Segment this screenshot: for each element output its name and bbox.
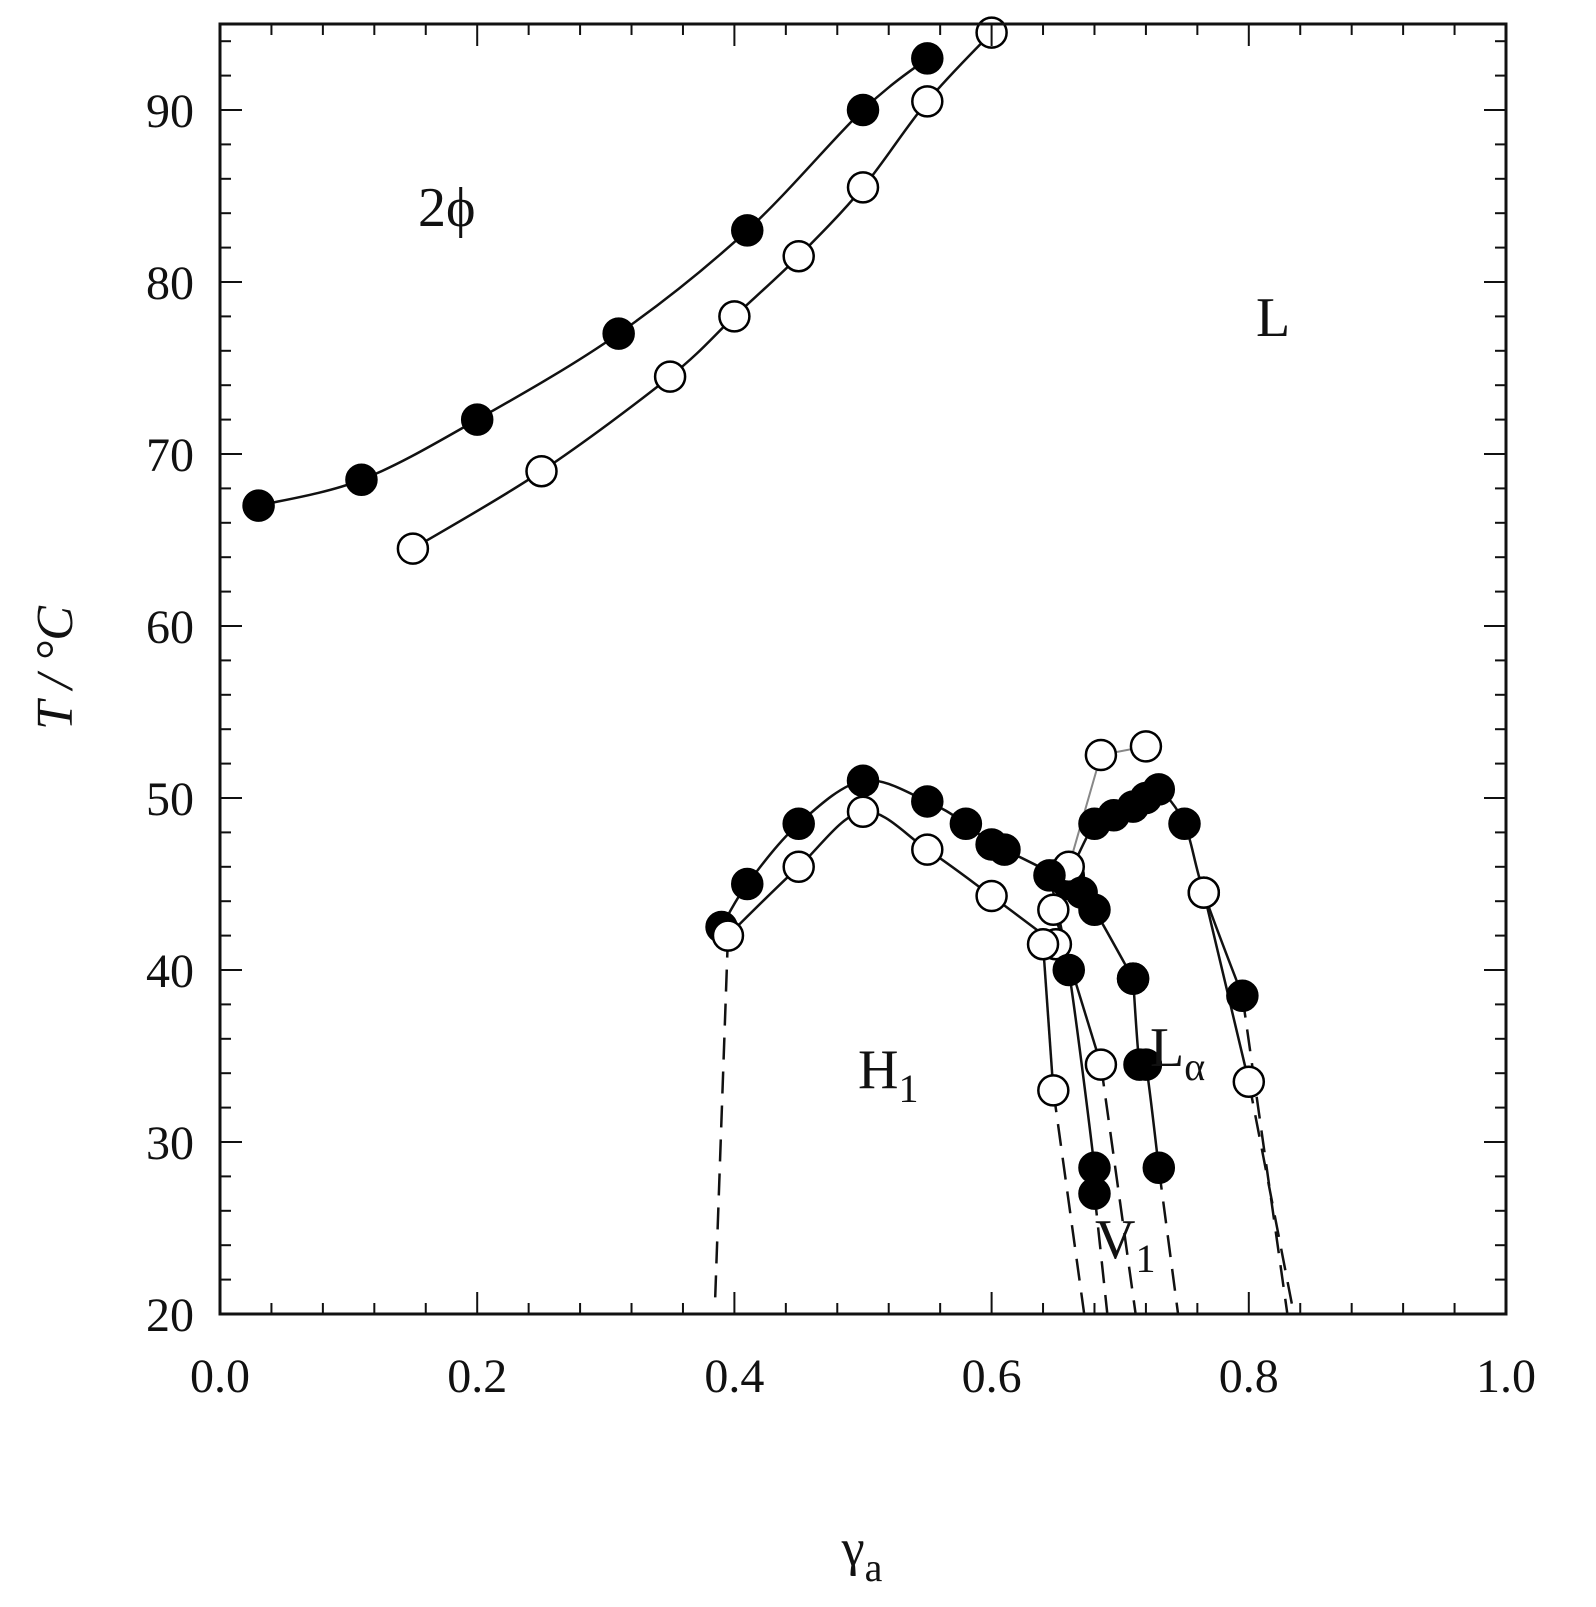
filled-point-7-3: [1116, 962, 1150, 995]
y-tick-label: 70: [146, 429, 194, 482]
plot-border: [218, 22, 1508, 1316]
series-line-14: [1099, 1064, 1137, 1315]
x-tick-label: 0.4: [704, 1350, 764, 1403]
y-tick-label: 90: [146, 85, 194, 138]
filled-point-4-6: [1168, 807, 1201, 841]
open-point-5-0: [1187, 876, 1221, 909]
open-point-9-1: [1084, 1048, 1118, 1081]
filled-point-0-5: [846, 93, 880, 127]
open-point-3-4: [975, 879, 1008, 913]
open-point-10-1: [1037, 1074, 1070, 1107]
region-label-l: L: [1256, 287, 1290, 349]
x-tick-label: 0.8: [1219, 1350, 1279, 1403]
x-tick-label: 0.6: [962, 1350, 1022, 1403]
series-line-7: [1080, 891, 1161, 1168]
region-label-h1: H1: [858, 1039, 918, 1111]
series-line-15: [1157, 1167, 1180, 1315]
region-label-v1: V1: [1095, 1209, 1155, 1281]
filled-point-7-5: [1129, 1048, 1163, 1081]
open-point-1-1: [525, 454, 558, 488]
region-label-l-alpha-sub: α: [1184, 1044, 1205, 1089]
open-point-3-0: [711, 919, 745, 952]
series-line-17: [1247, 1081, 1296, 1315]
series-markers: [242, 16, 1266, 1210]
filled-point-0-2: [460, 403, 494, 436]
open-point-1-4: [782, 239, 815, 273]
filled-point-4-8: [1226, 979, 1259, 1013]
y-tick-label: 60: [146, 601, 194, 654]
open-point-3-1: [782, 850, 815, 884]
x-axis-title-main: γ: [841, 1520, 865, 1577]
filled-point-0-3: [602, 317, 635, 350]
open-point-6-2: [1129, 730, 1163, 763]
filled-point-8-1: [1052, 953, 1086, 987]
y-tick-label: 20: [146, 1289, 194, 1342]
region-label-two-phase: 2ϕ: [418, 177, 475, 239]
axis-ticks: [219, 24, 1507, 1315]
region-label-h1-sub: 1: [898, 1066, 918, 1111]
y-tick-label: 30: [146, 1117, 194, 1170]
x-axis-title: γa: [841, 1520, 883, 1590]
series-line-11: [713, 935, 730, 1301]
x-tick-label: 0.0: [190, 1350, 250, 1403]
y-tick-label: 40: [146, 945, 194, 998]
open-point-3-2: [846, 795, 880, 829]
series-line-10: [1041, 944, 1055, 1091]
open-point-10-0: [1026, 927, 1060, 961]
filled-point-2-5: [949, 807, 983, 841]
region-label-v1-sub: 1: [1135, 1236, 1155, 1281]
region-label-l-text: L: [1256, 287, 1290, 349]
filled-point-8-0: [1033, 859, 1066, 892]
filled-point-0-4: [731, 214, 764, 247]
series-line-0: [258, 57, 929, 507]
filled-point-2-7: [988, 833, 1021, 866]
open-point-9-0: [1037, 893, 1070, 927]
open-point-3-3: [911, 833, 944, 866]
series-line-12: [1052, 1090, 1086, 1315]
filled-point-4-5: [1142, 773, 1176, 806]
filled-point-0-6: [911, 42, 944, 75]
filled-point-7-1: [1078, 893, 1111, 927]
series-line-13: [1093, 1193, 1109, 1315]
series-line-3: [727, 810, 1057, 946]
open-point-1-6: [911, 85, 944, 118]
open-point-1-2: [653, 360, 687, 393]
filled-point-2-1: [731, 867, 764, 901]
y-axis-title: T / °C: [27, 605, 84, 730]
region-label-l-alpha: Lα: [1150, 1017, 1205, 1089]
filled-point-2-2: [782, 807, 815, 841]
region-label-two-phase-text: 2ϕ: [418, 177, 475, 239]
region-label-h1-text: H: [858, 1039, 898, 1101]
filled-point-2-4: [911, 785, 944, 818]
open-point-1-3: [718, 300, 751, 333]
region-label-v1-text: V: [1095, 1209, 1135, 1271]
axis-tick-labels: 0.0 0.2 0.4 0.6 0.8 1.0 20 30 40 50 60 70 80 90: [146, 85, 1536, 1403]
y-tick-label: 50: [146, 773, 194, 826]
filled-point-0-0: [242, 489, 275, 522]
filled-point-0-1: [345, 463, 378, 497]
x-tick-label: 1.0: [1476, 1350, 1536, 1403]
series-lines: [258, 31, 1296, 1315]
plot-frame: [218, 22, 1508, 1316]
series-line-1: [412, 31, 993, 550]
filled-point-8-3: [1078, 1177, 1111, 1210]
x-tick-label: 0.2: [447, 1350, 507, 1403]
region-label-l-alpha-text: L: [1150, 1017, 1184, 1079]
x-axis-title-sub: a: [865, 1545, 883, 1590]
open-point-1-5: [846, 171, 880, 204]
open-point-5-1: [1232, 1065, 1266, 1099]
open-point-1-0: [396, 532, 430, 565]
series-line-5: [1202, 892, 1251, 1083]
y-tick-label: 80: [146, 257, 194, 310]
open-point-6-1: [1084, 738, 1118, 772]
filled-point-2-3: [846, 764, 880, 798]
series-line-16: [1241, 995, 1289, 1315]
filled-point-7-6: [1142, 1151, 1176, 1185]
